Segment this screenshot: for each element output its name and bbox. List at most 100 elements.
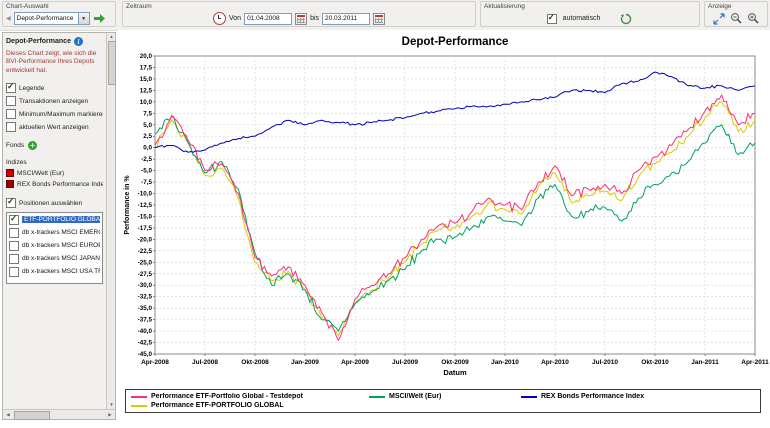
transaktionen-checkbox[interactable] — [6, 96, 16, 107]
minmax-label: Minimum/Maximum markieren — [19, 110, 103, 118]
chart-type-dropdown[interactable]: Depot-Performance ▼ — [13, 12, 90, 25]
legend-swatch — [131, 395, 147, 398]
svg-text:-45,0: -45,0 — [138, 351, 153, 358]
zeitraum-group-label: Zeitraum — [126, 3, 152, 10]
svg-text:Datum: Datum — [443, 368, 467, 377]
automatisch-label: automatisch — [562, 15, 601, 22]
list-item[interactable]: db x-trackers MSCI EUROPE TRN I — [7, 239, 102, 252]
scroll-left-icon[interactable]: ◀ — [6, 412, 10, 417]
position-label: ETF-PORTFOLIO GLOBAL — [22, 216, 100, 224]
minmax-checkbox[interactable] — [6, 109, 16, 120]
zoom-in-button[interactable] — [746, 11, 761, 26]
von-calendar-button[interactable] — [295, 12, 308, 25]
svg-text:-7,5: -7,5 — [141, 179, 152, 186]
legend-item: Performance ETF-PORTFOLIO GLOBAL — [131, 402, 363, 409]
magnifier-minus-icon — [730, 13, 742, 24]
svg-text:Apr-2008: Apr-2008 — [141, 359, 169, 366]
aktualisierung-group-label: Aktualisierung — [484, 3, 525, 10]
prev-arrow-icon: ◀ — [6, 15, 11, 22]
list-item[interactable]: ETF-PORTFOLIO GLOBAL — [7, 213, 102, 226]
list-item[interactable]: db x-trackers MSCI EMERGING MKT — [7, 226, 102, 239]
aktualisierung-group: Aktualisierung automatisch — [480, 1, 700, 27]
anzeige-group-label: Anzeige — [708, 3, 732, 10]
position-label: db x-trackers MSCI JAPAN TRN IN — [22, 255, 100, 263]
expand-arrows-icon — [713, 12, 725, 25]
bis-label: bis — [310, 15, 320, 22]
svg-text:Okt-2009: Okt-2009 — [441, 359, 469, 366]
list-item[interactable]: db x-trackers MSCI USA TRN INDE — [7, 265, 102, 278]
horizontal-scrollbar: ◀ ▶ — [3, 409, 115, 420]
green-arrow-icon — [93, 14, 105, 23]
positionen-checkbox[interactable] — [6, 196, 16, 209]
legend-item: Performance ETF-Portfolio Global - Testd… — [131, 393, 363, 400]
legend-item: MSCI/Welt (Eur) — [369, 393, 515, 400]
svg-text:15,0: 15,0 — [140, 76, 153, 83]
apply-chart-button[interactable] — [93, 12, 105, 25]
svg-text:Jul-2010: Jul-2010 — [592, 359, 618, 366]
legend-label: REX Bonds Performance Index — [541, 393, 645, 400]
chart-type-value: Depot-Performance — [16, 15, 74, 22]
horizontal-scroll-thumb[interactable] — [14, 411, 50, 420]
position-label: db x-trackers MSCI EUROPE TRN I — [22, 242, 100, 250]
scroll-up-icon[interactable]: ▲ — [109, 34, 114, 39]
prev-chart-button[interactable]: ◀ — [6, 12, 11, 25]
positionen-row: Positionen auswählen — [6, 196, 103, 209]
svg-text:12,5: 12,5 — [140, 87, 153, 94]
svg-text:Apr-2009: Apr-2009 — [341, 359, 369, 366]
info-icon[interactable]: i — [73, 37, 83, 46]
svg-text:10,0: 10,0 — [140, 99, 153, 106]
index-item: MSCI/Welt (Eur) — [6, 169, 103, 178]
legend-label: Performance ETF-PORTFOLIO GLOBAL — [151, 402, 284, 409]
legende-checkbox[interactable] — [6, 81, 16, 94]
svg-text:-32,5: -32,5 — [138, 294, 153, 301]
refresh-button[interactable] — [618, 11, 633, 26]
remove-index-icon[interactable] — [6, 169, 14, 178]
svg-text:-37,5: -37,5 — [138, 317, 153, 324]
zoom-reset-button[interactable] — [712, 11, 727, 26]
option-aktueller-wert: aktuellen Wert anzeigen — [6, 122, 103, 133]
automatisch-checkbox[interactable] — [546, 12, 557, 24]
svg-text:Performance in %: Performance in % — [124, 175, 131, 235]
transaktionen-label: Transaktionen anzeigen — [19, 97, 89, 105]
svg-text:Jan-2010: Jan-2010 — [491, 359, 519, 366]
option-minmax: Minimum/Maximum markieren — [6, 109, 103, 120]
bis-calendar-button[interactable] — [373, 12, 386, 25]
position-checkbox[interactable] — [9, 253, 19, 264]
svg-text:-17,5: -17,5 — [138, 225, 153, 232]
position-checkbox[interactable] — [9, 266, 19, 277]
scroll-down-icon[interactable]: ▼ — [109, 402, 114, 407]
aktueller-wert-checkbox[interactable] — [6, 122, 16, 133]
settings-sidebar: Depot-Performance i Dieses Chart zeigt, … — [2, 32, 116, 420]
list-item[interactable]: db x-trackers MSCI JAPAN TRN IN — [7, 252, 102, 265]
scroll-right-icon[interactable]: ▶ — [108, 412, 112, 417]
legende-label: Legende — [19, 84, 45, 92]
legend-swatch — [369, 395, 385, 398]
index-label: MSCI/Welt (Eur) — [17, 169, 65, 177]
legend-label: MSCI/Welt (Eur) — [389, 393, 442, 400]
svg-text:0,0: 0,0 — [143, 145, 152, 152]
bis-date-input[interactable] — [322, 12, 371, 25]
svg-text:Depot-Performance: Depot-Performance — [402, 36, 509, 48]
performance-chart[interactable]: Depot-Performance -45,0 -42,5 -40,0 -37,5 -35… — [119, 30, 769, 388]
svg-text:Okt-2010: Okt-2010 — [641, 359, 669, 366]
legend-item: REX Bonds Performance Index — [521, 393, 711, 400]
remove-index-icon[interactable] — [6, 180, 14, 189]
index-label: REX Bonds Performance Index — [17, 180, 103, 188]
indizes-section: Indizes — [6, 159, 103, 166]
chart-description: Dieses Chart zeigt, wie sich die BVI-Per… — [6, 50, 97, 74]
anzeige-group: Anzeige — [704, 1, 768, 27]
svg-text:5,0: 5,0 — [143, 122, 152, 129]
svg-text:Jul-2008: Jul-2008 — [192, 359, 218, 366]
svg-text:Apr-2011: Apr-2011 — [741, 359, 769, 366]
chart-auswahl-group-label: Chart-Auswahl — [6, 3, 49, 10]
vertical-scroll-thumb[interactable] — [108, 41, 116, 85]
position-checkbox[interactable] — [9, 240, 19, 251]
position-checkbox[interactable] — [9, 213, 19, 225]
add-fonds-icon[interactable] — [28, 141, 38, 151]
positionen-label: Positionen auswählen — [19, 199, 83, 207]
position-checkbox[interactable] — [9, 227, 19, 238]
zoom-out-button[interactable] — [729, 11, 744, 26]
sidebar-title: Depot-Performance — [6, 38, 71, 45]
von-date-input[interactable] — [244, 12, 293, 25]
